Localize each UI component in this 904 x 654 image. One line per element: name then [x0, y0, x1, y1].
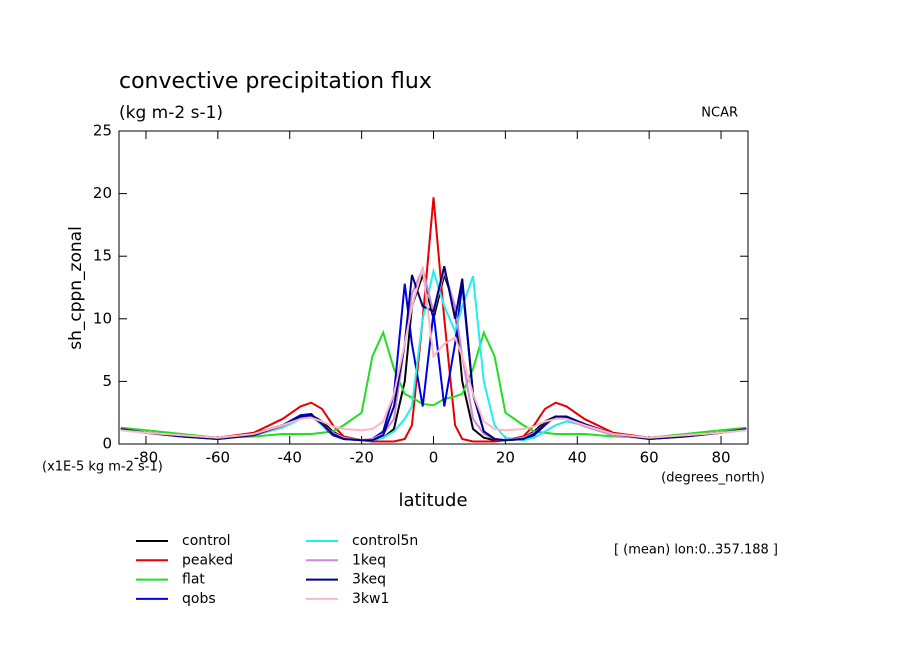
- x-tick-label: 0: [429, 449, 439, 467]
- x-tick-label: 40: [568, 449, 587, 467]
- x-tick-label: 80: [711, 449, 730, 467]
- legend-label: 3kw1: [352, 591, 389, 607]
- series-line: [120, 197, 747, 443]
- y-axis-label: sh_cppn_zonal: [66, 226, 86, 350]
- y-axis-units: (x1E-5 kg m-2 s-1): [42, 460, 163, 475]
- x-tick-label: -80: [134, 449, 159, 467]
- legend-label: control: [182, 533, 231, 549]
- plot-frame: [118, 130, 749, 445]
- y-tick-label: 0: [102, 435, 112, 453]
- chart-subtitle: (kg m-2 s-1): [119, 103, 223, 123]
- legend-label: 3keq: [352, 572, 386, 588]
- y-tick-label: 5: [102, 372, 112, 390]
- source-label: NCAR: [701, 106, 738, 121]
- series-line: [120, 265, 747, 442]
- chart-title: convective precipitation flux: [119, 69, 432, 94]
- legend-label: 1keq: [352, 552, 386, 568]
- y-tick-label: 10: [93, 309, 112, 327]
- x-tick-label: -60: [206, 449, 231, 467]
- annotation: [ (mean) lon:0..357.188 ]: [614, 543, 778, 558]
- y-tick-label: 15: [93, 247, 112, 265]
- x-tick-label: -40: [277, 449, 302, 467]
- x-tick-label: 60: [640, 449, 659, 467]
- x-tick-label: -20: [349, 449, 374, 467]
- x-axis-units: (degrees_north): [661, 471, 765, 486]
- x-axis-label: latitude: [398, 490, 467, 511]
- y-tick-label: 20: [93, 184, 112, 202]
- x-tick-label: 20: [496, 449, 515, 467]
- series-line: [120, 329, 747, 439]
- legend-label: qobs: [182, 591, 216, 607]
- legend-label: control5n: [352, 533, 418, 549]
- series-line: [120, 268, 747, 439]
- y-tick-label: 25: [93, 122, 112, 140]
- legend-label: peaked: [182, 552, 233, 568]
- legend-label: flat: [182, 572, 205, 588]
